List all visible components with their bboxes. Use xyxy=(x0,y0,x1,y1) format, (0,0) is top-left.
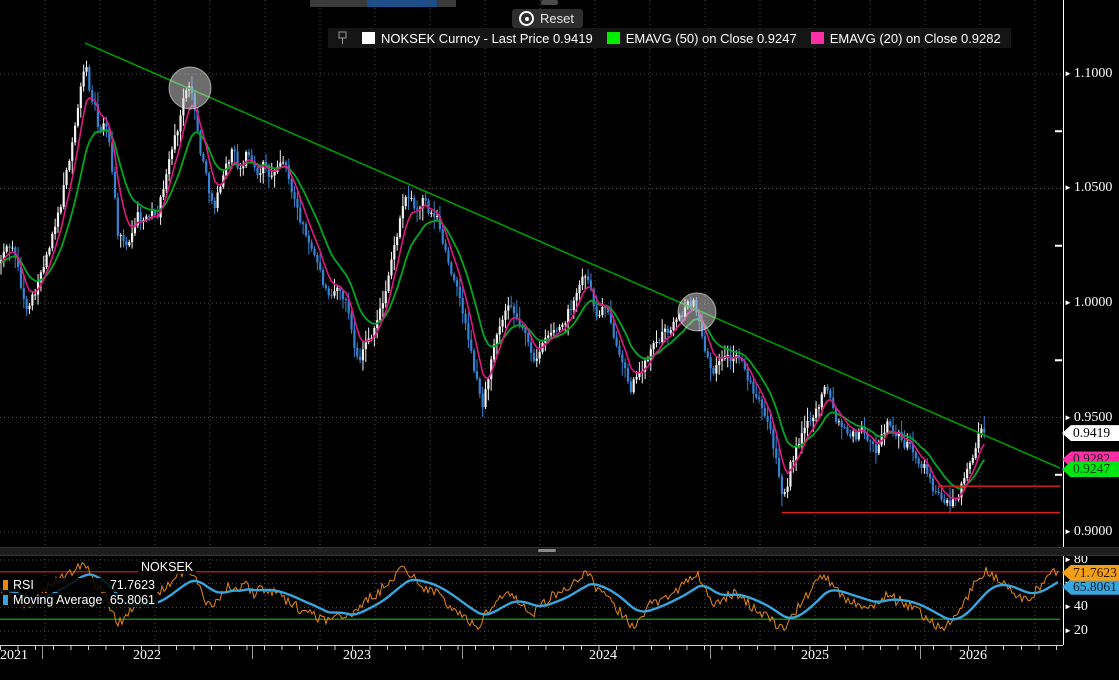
pin-icon[interactable] xyxy=(338,31,348,45)
rsi-chart-canvas[interactable] xyxy=(0,555,1063,645)
price-badge: 0.9419 xyxy=(1062,425,1119,442)
year-label-2025: 2025 xyxy=(801,648,829,663)
rsi-value: 71.7623 xyxy=(109,578,155,592)
rsi-badge: 71.7623 xyxy=(1062,564,1119,581)
time-axis-baseline xyxy=(0,645,1063,646)
top-handle-fragment[interactable] xyxy=(541,0,558,5)
legend-item-0[interactable]: NOKSEK Curncy - Last Price 0.9419 xyxy=(362,31,593,46)
rsi-row: RSI 71.7623 xyxy=(0,578,158,592)
rsi-line xyxy=(0,562,1059,632)
legend-swatch-icon xyxy=(606,32,620,44)
year-label-2022: 2022 xyxy=(133,648,161,663)
emavg-50-line xyxy=(0,129,985,490)
time-axis: 2021 2022 2023 2024 2025 2026 xyxy=(0,645,1119,680)
rsi-tick-label: ► 20 xyxy=(1064,623,1088,639)
rsi-ma-value: 65.8061 xyxy=(109,593,155,607)
legend-item-label: EMAVG (50) on Close 0.9247 xyxy=(625,30,797,46)
rsi-ma-row: Moving Average 65.8061 xyxy=(0,593,158,607)
price-chart-canvas[interactable] xyxy=(0,0,1063,546)
year-label-2026: 2026 xyxy=(959,648,987,663)
legend-swatch-icon xyxy=(810,32,824,44)
price-tick-label: ► 0.9500 xyxy=(1064,409,1113,425)
year-separator-tick xyxy=(252,646,253,659)
legend-item-label: NOKSEK Curncy - Last Price 0.9419 xyxy=(381,30,593,46)
price-tick-label: ► 0.9000 xyxy=(1064,524,1113,540)
year-label-2021: 2021 xyxy=(0,648,28,663)
top-scrollbar-fragment[interactable] xyxy=(310,0,456,7)
highlight-circle-annotation[interactable] xyxy=(677,292,717,332)
price-badge: 0.9247 xyxy=(1062,461,1119,478)
year-separator-tick xyxy=(710,646,711,659)
time-axis-minor-ticks xyxy=(0,646,1060,650)
rsi-moving-average-line xyxy=(0,573,1059,621)
chart-legend: NOKSEK Curncy - Last Price 0.9419 EMAVG (… xyxy=(328,28,1011,48)
rsi-label: RSI xyxy=(13,578,34,592)
rsi-pane-title: NOKSEK xyxy=(138,560,197,574)
emavg-20-line xyxy=(0,97,985,500)
reset-button[interactable]: Reset xyxy=(512,9,583,28)
record-circle-icon xyxy=(519,11,534,26)
scrollbar-range[interactable] xyxy=(367,0,437,7)
year-separator-tick xyxy=(462,646,463,659)
rsi-swatch-icon xyxy=(3,580,8,590)
candle-series xyxy=(0,60,986,515)
reset-button-label: Reset xyxy=(540,11,574,26)
legend-item-2[interactable]: EMAVG (20) on Close 0.9282 xyxy=(810,30,1001,46)
trendline xyxy=(84,42,1061,469)
splitter-grip-icon[interactable] xyxy=(538,549,556,552)
year-label-2024: 2024 xyxy=(589,648,617,663)
pane-splitter[interactable] xyxy=(0,547,1119,556)
price-axis-line xyxy=(1063,0,1064,646)
rsi-tick-label: ► 40 xyxy=(1064,599,1088,615)
year-separator-tick xyxy=(42,646,43,659)
year-separator-tick xyxy=(920,646,921,659)
rsi-ma-swatch-icon xyxy=(3,595,8,605)
price-tick-label: ► 1.1000 xyxy=(1064,65,1113,81)
price-tick-label: ► 1.0500 xyxy=(1064,180,1113,196)
legend-swatch-icon xyxy=(362,32,375,44)
year-label-2023: 2023 xyxy=(343,648,371,663)
rsi-badge: 65.8061 xyxy=(1062,578,1119,595)
price-tick-label: ► 1.0000 xyxy=(1064,295,1113,310)
price-gridlines xyxy=(0,0,1063,546)
legend-item-label: EMAVG (20) on Close 0.9282 xyxy=(829,30,1001,46)
highlight-circle-annotation[interactable] xyxy=(168,66,212,110)
legend-item-1[interactable]: EMAVG (50) on Close 0.9247 xyxy=(606,30,797,46)
rsi-ma-label: Moving Average xyxy=(13,593,103,607)
